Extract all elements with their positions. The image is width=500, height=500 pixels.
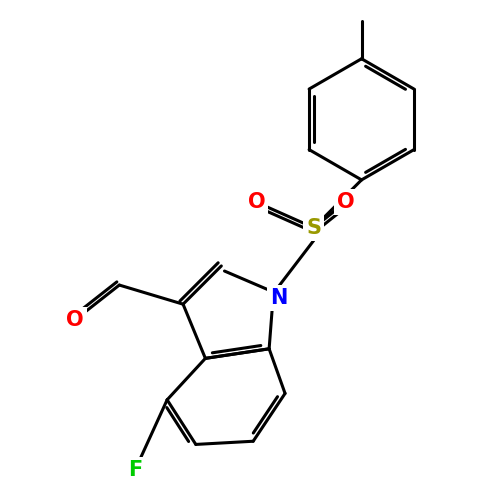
Text: S: S xyxy=(306,218,321,238)
Text: F: F xyxy=(128,460,142,480)
Text: O: O xyxy=(248,192,265,212)
Text: O: O xyxy=(337,192,354,212)
Text: N: N xyxy=(270,288,287,308)
Text: O: O xyxy=(66,310,84,330)
